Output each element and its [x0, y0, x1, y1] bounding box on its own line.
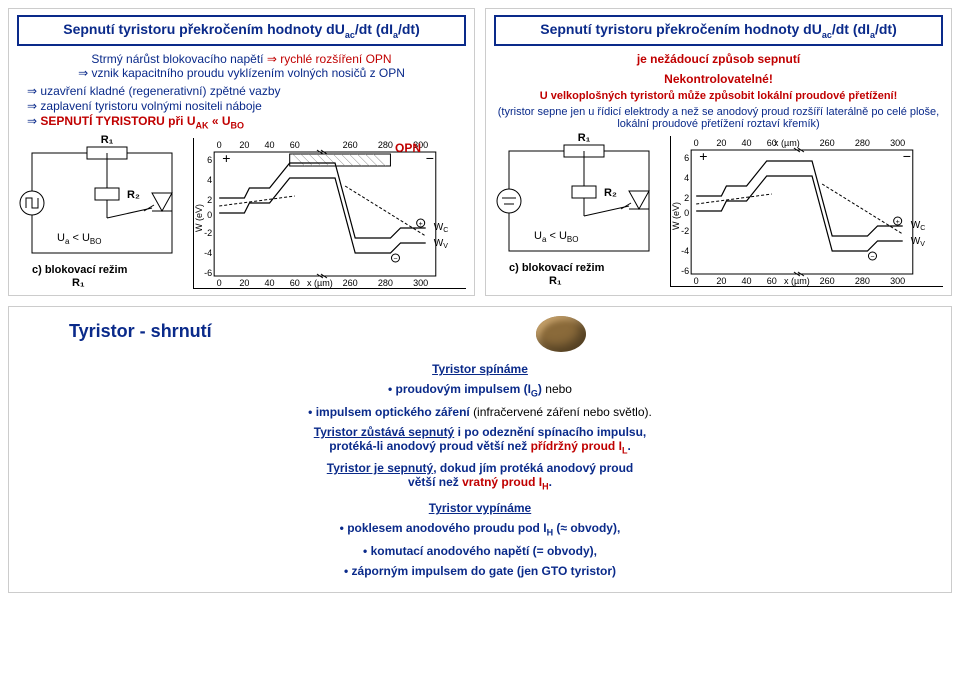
panel-top-right: Sepnutí tyristoru překročením hodnoty dU… [485, 8, 952, 296]
svg-text:-2: -2 [681, 226, 689, 236]
svg-text:40: 40 [265, 278, 275, 288]
svg-text:60: 60 [767, 276, 777, 286]
svg-text:280: 280 [855, 138, 870, 148]
tl-line1: Strmý nárůst blokovacího napětí ⇒ rychlé… [17, 52, 466, 66]
s4-b1: • poklesem anodového proudu pod IH (≈ ob… [69, 521, 891, 537]
svg-text:c) blokovací režim: c) blokovací režim [509, 262, 605, 274]
svg-text:c) blokovací režim: c) blokovací režim [32, 264, 128, 276]
panel-summary: Tyristor - shrnutí Tyristor spínáme • pr… [8, 306, 952, 593]
svg-text:40: 40 [265, 140, 275, 150]
svg-text:Ua < UBO: Ua < UBO [534, 230, 578, 244]
panel-top-left: Sepnutí tyristoru překročením hodnoty dU… [8, 8, 475, 296]
s4-b3: • záporným impulsem do gate (jen GTO tyr… [69, 564, 891, 578]
svg-text:0: 0 [694, 276, 699, 286]
svg-text:0: 0 [217, 140, 222, 150]
svg-text:60: 60 [290, 278, 300, 288]
svg-text:W (eV): W (eV) [194, 204, 204, 232]
svg-text:20: 20 [716, 276, 726, 286]
svg-text:300: 300 [413, 278, 428, 288]
svg-text:0: 0 [694, 138, 699, 148]
tl-b2: ⇒ zaplavení tyristoru volnými nositeli n… [27, 99, 466, 113]
svg-text:x (µm): x (µm) [774, 138, 800, 148]
tl-bullets: ⇒ uzavření kladné (regenerativní) zpětné… [27, 84, 466, 130]
s4-title: Tyristor vypínáme [69, 501, 891, 515]
thyristor-icon [536, 316, 586, 352]
svg-text:0: 0 [207, 210, 212, 220]
svg-text:300: 300 [890, 138, 905, 148]
svg-text:-6: -6 [681, 266, 689, 276]
svg-text:Ua < UBO: Ua < UBO [57, 232, 101, 246]
s1-b2: • impulsem optického záření (infračerven… [69, 405, 891, 419]
svg-text:R₂: R₂ [127, 189, 140, 201]
svg-text:4: 4 [207, 175, 212, 185]
circuit-left: R₁ R₂ Ua [17, 138, 187, 288]
tr-line4: (tyristor sepne jen u řídicí elektrody a… [494, 106, 943, 130]
s1-b1: • proudovým impulsem (IG) nebo [69, 382, 891, 398]
svg-text:280: 280 [378, 278, 393, 288]
title-top-right: Sepnutí tyristoru překročením hodnoty dU… [494, 15, 943, 46]
svg-text:6: 6 [684, 153, 689, 163]
svg-text:0: 0 [684, 208, 689, 218]
svg-text:2: 2 [207, 195, 212, 205]
tl-line2: ⇒ vznik kapacitního proudu vyklízením vo… [17, 66, 466, 80]
tl-b1: ⇒ uzavření kladné (regenerativní) zpětné… [27, 84, 466, 98]
svg-text:300: 300 [890, 276, 905, 286]
svg-text:-2: -2 [204, 228, 212, 238]
svg-text:60: 60 [290, 140, 300, 150]
svg-text:+: + [896, 219, 900, 226]
tr-line2: Nekontrolovatelné! [494, 72, 943, 86]
svg-text:−: − [870, 254, 874, 261]
svg-text:R₁: R₁ [578, 132, 591, 144]
svg-text:40: 40 [742, 276, 752, 286]
svg-text:260: 260 [820, 138, 835, 148]
svg-text:6: 6 [207, 155, 212, 165]
svg-text:−: − [393, 256, 397, 263]
svg-text:R₂: R₂ [604, 187, 617, 199]
circuit-right: R₁ R₂ Ua < UBO c) blo [494, 136, 664, 286]
summary-heading: Tyristor - shrnutí [69, 321, 212, 342]
svg-text:20: 20 [239, 278, 249, 288]
svg-text:+: + [419, 221, 423, 228]
svg-text:260: 260 [343, 140, 358, 150]
svg-text:260: 260 [820, 276, 835, 286]
svg-text:R₁: R₁ [549, 275, 562, 287]
svg-text:-4: -4 [681, 246, 689, 256]
svg-text:x (µm): x (µm) [784, 276, 810, 286]
svg-text:-6: -6 [204, 268, 212, 278]
svg-text:40: 40 [742, 138, 752, 148]
svg-text:R₁: R₁ [101, 134, 114, 146]
chart-right: 0204060 260280300 0204060 260280300 x (µ… [670, 136, 943, 287]
svg-text:W (eV): W (eV) [671, 202, 681, 230]
svg-text:x (µm): x (µm) [307, 278, 333, 288]
tr-line1: je nežádoucí způsob sepnutí [494, 52, 943, 66]
s4-b2: • komutací anodového napětí (= obvody), [69, 544, 891, 558]
svg-text:280: 280 [378, 140, 393, 150]
svg-text:R₁: R₁ [72, 277, 85, 289]
svg-text:4: 4 [684, 173, 689, 183]
opn-label: OPN [395, 141, 421, 155]
tl-b3: ⇒ SEPNUTÍ TYRISTORU při UAK « UBO [27, 114, 466, 130]
svg-text:2: 2 [684, 193, 689, 203]
chart-left: OPN 0204060 260280300 0204060 260280300 … [193, 138, 466, 289]
s2: Tyristor zůstává sepnutý i po odeznění s… [69, 425, 891, 455]
svg-text:20: 20 [716, 138, 726, 148]
svg-text:20: 20 [239, 140, 249, 150]
s3: Tyristor je sepnutý, dokud jím protéká a… [69, 461, 891, 491]
title-top-left: Sepnutí tyristoru překročením hodnoty dU… [17, 15, 466, 46]
svg-text:280: 280 [855, 276, 870, 286]
svg-text:0: 0 [217, 278, 222, 288]
tr-line3: U velkoplošných tyristorů může způsobit … [494, 90, 943, 102]
svg-text:-4: -4 [204, 248, 212, 258]
svg-text:260: 260 [343, 278, 358, 288]
s1-title: Tyristor spínáme [69, 362, 891, 376]
